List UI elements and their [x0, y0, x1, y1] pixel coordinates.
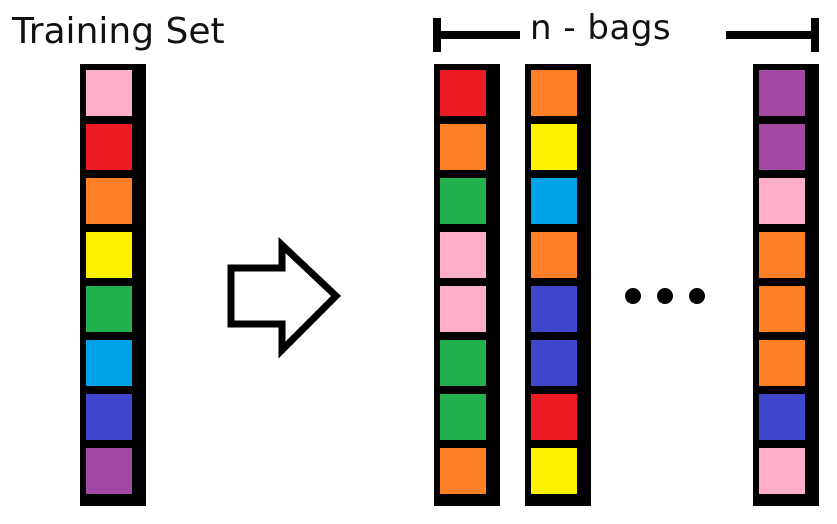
bag-cell-orange [531, 70, 577, 116]
bag-cell-pink [440, 232, 486, 278]
bag-cell-orange [759, 340, 805, 386]
bag-cell-pink [759, 448, 805, 494]
bag-column-1 [434, 64, 500, 506]
bag-cell-pink [759, 178, 805, 224]
bag-cell-orange [531, 232, 577, 278]
right-arrow-outline-icon [227, 236, 342, 359]
bag-cell-blue [759, 394, 805, 440]
bag-cell-purple [759, 70, 805, 116]
ellipsis-dots-icon [625, 288, 705, 304]
bag-cell-green [440, 340, 486, 386]
bag-cell-yellow [531, 124, 577, 170]
bag-cell-blue [531, 340, 577, 386]
training-cell-orange [86, 178, 132, 224]
bag-cell-yellow [531, 448, 577, 494]
bag-column-2 [525, 64, 591, 506]
bag-cell-red [440, 70, 486, 116]
n-bags-label: n - bags [530, 8, 672, 48]
bag-cell-red [531, 394, 577, 440]
training-cell-yellow [86, 232, 132, 278]
bag-cell-orange [759, 286, 805, 332]
bag-cell-orange [440, 448, 486, 494]
training-cell-purple [86, 448, 132, 494]
training-cell-light-blue [86, 340, 132, 386]
training-set-title: Training Set [12, 11, 225, 52]
bag-cell-light-blue [531, 178, 577, 224]
bag-cell-orange [759, 232, 805, 278]
training-cell-green [86, 286, 132, 332]
training-cell-pink [86, 70, 132, 116]
bag-cell-green [440, 394, 486, 440]
bag-cell-purple [759, 124, 805, 170]
bag-cell-blue [531, 286, 577, 332]
training-set-column [80, 64, 146, 506]
bag-cell-pink [440, 286, 486, 332]
bag-cell-orange [440, 124, 486, 170]
training-cell-blue [86, 394, 132, 440]
training-cell-red [86, 124, 132, 170]
bag-column-n [753, 64, 819, 506]
bag-cell-green [440, 178, 486, 224]
bracket-span-icon [433, 18, 819, 52]
